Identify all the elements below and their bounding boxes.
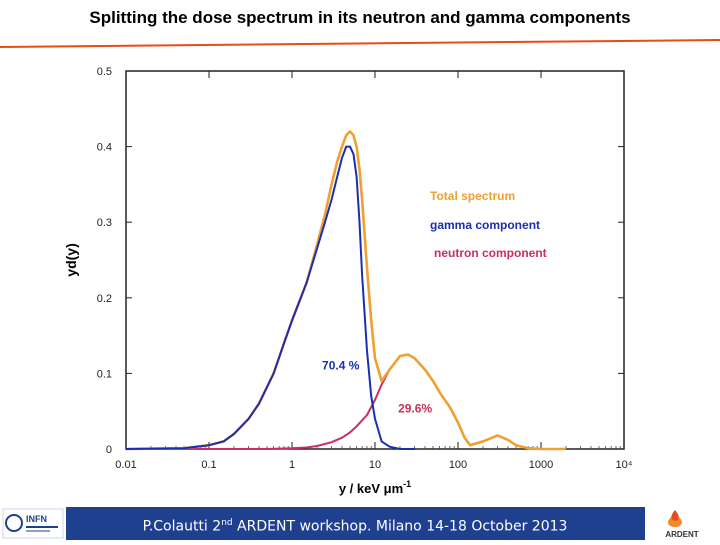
ardent-logo: ARDENT bbox=[645, 507, 720, 540]
chart: 0 0.1 0.2 0.3 0.4 0.5 0.01 0.1 1 10 100 1000 10⁴ To… bbox=[63, 66, 633, 496]
y-axis-label: yd(y) bbox=[63, 243, 79, 276]
y-tick-label: 0.4 bbox=[97, 142, 112, 154]
legend-entry-gamma: gamma component bbox=[430, 218, 540, 232]
x-axis-label-sup: -1 bbox=[403, 479, 411, 489]
title-rule bbox=[0, 39, 720, 48]
infn-logo-text: INFN bbox=[26, 514, 47, 524]
footer-bar: P.Colautti 2nd ARDENT workshop. Milano 1… bbox=[0, 507, 720, 540]
x-tick-label: 1 bbox=[289, 459, 295, 471]
legend-entry-total: Total spectrum bbox=[430, 189, 515, 203]
x-tick-label: 0.1 bbox=[201, 459, 216, 471]
slide-title: Splitting the dose spectrum in its neutr… bbox=[89, 8, 631, 27]
x-axis-label-main: y / keV μm bbox=[339, 481, 403, 496]
footer-text-post: ARDENT workshop. Milano 14-18 October 20… bbox=[232, 518, 568, 535]
x-axis-label: y / keV μm-1 bbox=[339, 479, 411, 496]
x-tick-label: 10⁴ bbox=[616, 459, 633, 471]
series-line-total bbox=[125, 130, 566, 451]
footer-text: P.Colautti 2nd ARDENT workshop. Milano 1… bbox=[66, 507, 644, 540]
ardent-logo-text: ARDENT bbox=[665, 530, 698, 539]
footer-text-sup: nd bbox=[221, 518, 233, 528]
x-tick-label: 100 bbox=[449, 459, 467, 471]
annotation-gamma: 70.4 % bbox=[322, 359, 360, 373]
ardent-logo-icon: ARDENT bbox=[665, 510, 699, 539]
y-tick-label: 0 bbox=[106, 444, 112, 456]
x-tick-label: 0.01 bbox=[115, 459, 136, 471]
annotation-neutron: 29.6% bbox=[398, 402, 432, 416]
x-tick-label: 10 bbox=[369, 459, 381, 471]
y-tick-label: 0.1 bbox=[97, 368, 112, 380]
legend-entry-neutron: neutron component bbox=[434, 246, 547, 260]
y-tick-label: 0.5 bbox=[97, 66, 112, 78]
y-tick-label: 0.3 bbox=[97, 217, 112, 229]
y-tick-label: 0.2 bbox=[97, 293, 112, 305]
series-line-gamma bbox=[125, 145, 415, 450]
footer-text-pre: P.Colautti 2 bbox=[142, 518, 222, 535]
infn-logo-icon: INFN bbox=[2, 508, 64, 539]
infn-logo: INFN bbox=[0, 507, 66, 540]
plot-frame bbox=[125, 70, 625, 450]
x-tick-label: 1000 bbox=[529, 459, 553, 471]
